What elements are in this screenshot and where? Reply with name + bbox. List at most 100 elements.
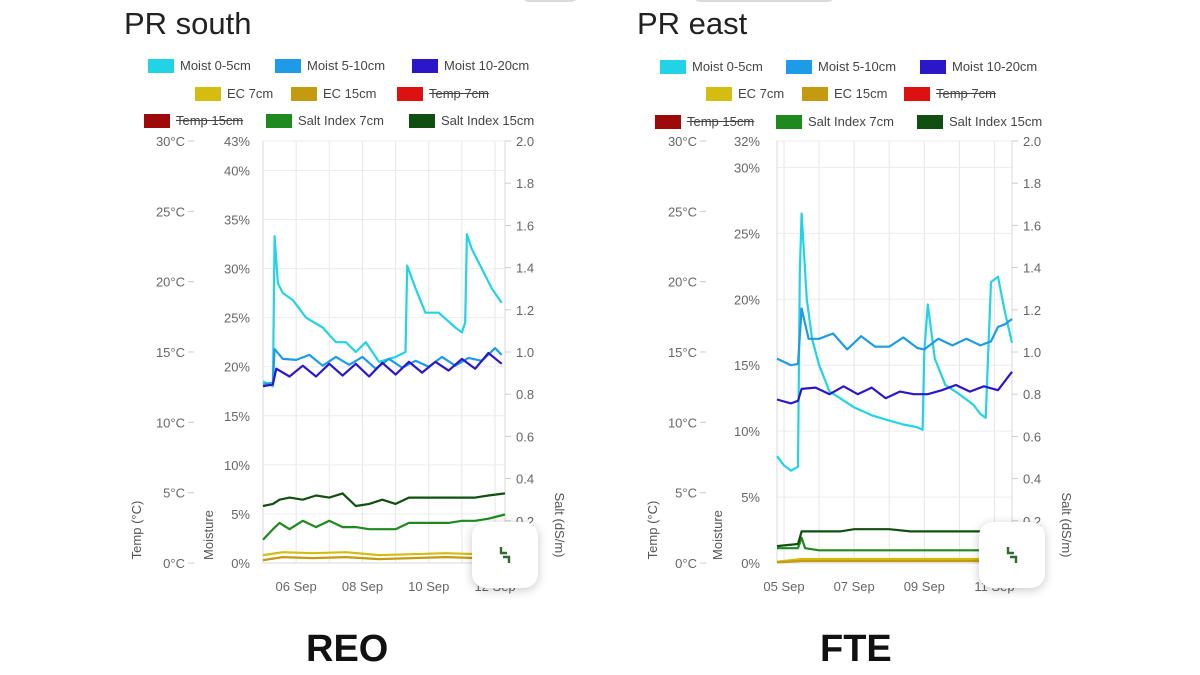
x-tick-label: 09 Sep: [904, 579, 945, 594]
moisture-axis-title: Moisture: [201, 510, 216, 560]
moisture-tick-label: 40%: [224, 163, 250, 178]
temp-tick-label: 25°C: [668, 204, 697, 219]
legend-swatch: [802, 87, 828, 101]
series-line-ec-15cm: [262, 555, 506, 562]
temp-tick-label: 15°C: [156, 345, 185, 360]
salt-axis-title: Salt (dS/m): [1059, 492, 1074, 557]
series-line-moist-10-20cm: [776, 371, 1013, 405]
legend-swatch: [397, 87, 423, 101]
x-tick-label: 10 Sep: [408, 579, 449, 594]
legend-swatch: [920, 60, 946, 74]
temp-tick-label: 10°C: [156, 415, 185, 430]
moisture-axis-title: Moisture: [710, 510, 725, 560]
legend-swatch: [904, 87, 930, 101]
moisture-tick-label: 43%: [224, 134, 250, 149]
moisture-tick-label: 0%: [231, 556, 250, 571]
moisture-tick-label: 25%: [734, 226, 760, 241]
salt-tick-label: 0.8: [1023, 387, 1041, 402]
chart-title: PR south: [124, 6, 252, 41]
legend-swatch: [706, 87, 732, 101]
moisture-tick-label: 15%: [224, 409, 250, 424]
chart-title: PR east: [637, 6, 748, 41]
temp-tick-label: 0°C: [163, 556, 185, 571]
clipped-header-fragment: [691, 0, 837, 2]
moisture-tick-label: 30%: [734, 160, 760, 175]
legend-swatch: [660, 60, 686, 74]
salt-tick-label: 1.2: [516, 303, 534, 318]
salt-tick-label: 2.0: [1023, 134, 1041, 149]
temp-tick-label: 5°C: [163, 486, 185, 501]
moisture-tick-label: 20%: [224, 360, 250, 375]
temp-tick-label: 0°C: [675, 556, 697, 571]
temp-axis-title: Temp (°C): [129, 501, 144, 560]
temp-tick-label: 15°C: [668, 345, 697, 360]
salt-tick-label: 2.0: [516, 134, 534, 149]
salt-tick-label: 1.6: [1023, 218, 1041, 233]
legend-swatch: [412, 59, 438, 73]
clipped-header-fragment: [520, 0, 580, 2]
legend-swatch: [291, 87, 317, 101]
expand-chart-button[interactable]: [472, 522, 538, 588]
salt-tick-label: 1.4: [516, 261, 534, 276]
salt-tick-label: 1.4: [1023, 261, 1041, 276]
x-tick-label: 06 Sep: [276, 579, 317, 594]
salt-tick-label: 1.0: [516, 345, 534, 360]
legend-swatch: [148, 59, 174, 73]
temp-axis-title: Temp (°C): [645, 501, 660, 560]
chart-caption: FTE: [820, 628, 892, 670]
series-line-moist-10-20cm: [262, 351, 503, 388]
salt-axis-title: Salt (dS/m): [552, 492, 567, 557]
x-tick-label: 08 Sep: [342, 579, 383, 594]
salt-tick-label: 0.6: [1023, 429, 1041, 444]
salt-tick-label: 1.8: [1023, 176, 1041, 191]
series-line-moist-5-10cm: [776, 307, 1013, 367]
series-line-ec-7cm: [262, 551, 506, 557]
legend-swatch: [266, 114, 292, 128]
legend-swatch: [917, 115, 943, 129]
legend-swatch: [275, 59, 301, 73]
temp-tick-label: 10°C: [668, 415, 697, 430]
moisture-tick-label: 10%: [734, 424, 760, 439]
series-line-salt-index-7cm: [777, 536, 1012, 552]
series-line-salt-index-15cm: [262, 492, 506, 508]
salt-tick-label: 1.2: [1023, 303, 1041, 318]
moisture-tick-label: 10%: [224, 458, 250, 473]
x-tick-label: 07 Sep: [834, 579, 875, 594]
series-line-moist-0-5cm: [776, 212, 1014, 472]
moisture-tick-label: 32%: [734, 134, 760, 149]
chart-panel-south: PR south Moist 0-5cm Moist 5-10cm Moist …: [124, 0, 580, 670]
temp-tick-label: 5°C: [675, 486, 697, 501]
chart-panel-east: PR east Moist 0-5cm Moist 5-10cm Moist 1…: [515, 0, 1115, 675]
chart-plot-area: 30°C 25°C 20°C 15°C 10°C 5°C 0°C 43% 40% 35% 30% 25…: [129, 134, 567, 594]
legend-swatch: [409, 114, 435, 128]
legend-swatch: [655, 115, 681, 129]
moisture-tick-label: 5%: [231, 507, 250, 522]
salt-tick-label: 0.4: [1023, 472, 1041, 487]
moisture-tick-label: 0%: [741, 556, 760, 571]
expand-icon: [1006, 547, 1018, 563]
legend-swatch: [195, 87, 221, 101]
expand-chart-button[interactable]: [979, 522, 1045, 588]
moisture-tick-label: 15%: [734, 358, 760, 373]
chart-caption: REO: [306, 628, 389, 670]
legend-swatch: [776, 115, 802, 129]
salt-tick-label: 0.4: [516, 472, 534, 487]
x-tick-label: 05 Sep: [763, 579, 804, 594]
temp-tick-label: 20°C: [156, 275, 185, 290]
salt-tick-label: 0.8: [516, 387, 534, 402]
series-line-moist-0-5cm: [262, 233, 503, 388]
series-line-ec-15cm: [776, 559, 1012, 564]
moisture-tick-label: 35%: [224, 213, 250, 228]
salt-tick-label: 1.6: [516, 218, 534, 233]
legend-swatch: [144, 114, 170, 128]
series-line-ec-7cm: [776, 557, 1012, 563]
moisture-tick-label: 30%: [224, 262, 250, 277]
salt-tick-label: 1.0: [1023, 345, 1041, 360]
moisture-tick-label: 5%: [741, 490, 760, 505]
salt-tick-label: 0.6: [516, 429, 534, 444]
temp-tick-label: 30°C: [156, 134, 185, 149]
salt-tick-label: 1.8: [516, 176, 534, 191]
expand-icon: [499, 547, 511, 563]
moisture-tick-label: 20%: [734, 292, 760, 307]
temp-tick-label: 30°C: [668, 134, 697, 149]
